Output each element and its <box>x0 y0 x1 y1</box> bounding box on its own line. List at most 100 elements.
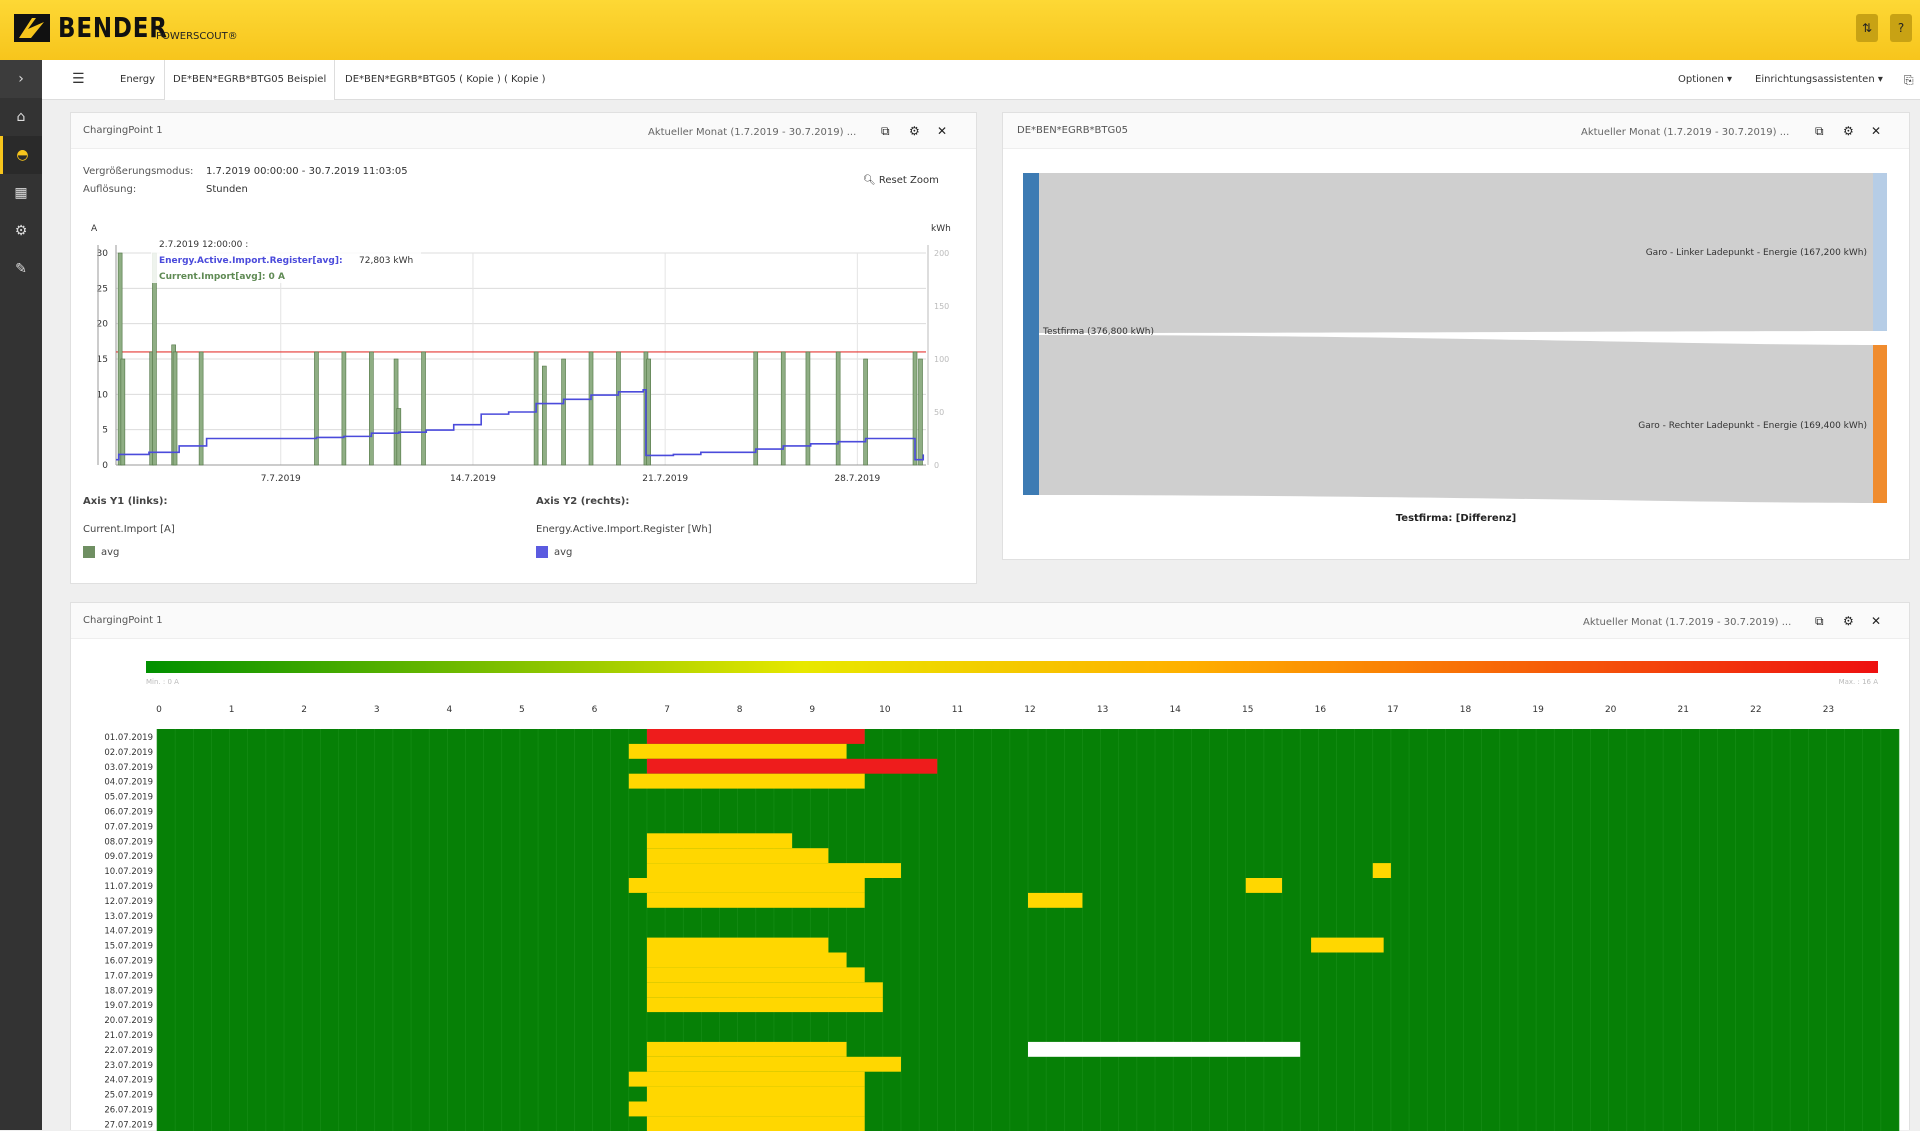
day-label: 02.07.2019 <box>104 748 153 758</box>
hour-label: 4 <box>446 705 452 715</box>
hour-label: 14 <box>1169 705 1181 715</box>
day-label: 04.07.2019 <box>104 778 153 788</box>
day-label: 13.07.2019 <box>104 912 153 922</box>
line-chart[interactable]: 0 5 10 15 20 25 30 0 50 100 150 200 A kWh 7.7.2019 14.7… <box>71 193 976 493</box>
heat-cell <box>628 743 847 759</box>
current-bar <box>863 358 868 466</box>
sidebar: › ⌂ ◓ ▦ ⚙ ✎ <box>0 60 42 1130</box>
current-bar <box>152 252 157 466</box>
heat-cell <box>646 729 865 744</box>
heat-cell <box>1311 937 1384 953</box>
x-tick-label: 21.7.2019 <box>642 474 688 484</box>
help-icon[interactable]: ? <box>1890 14 1912 42</box>
y1-unit-label: A <box>91 224 98 234</box>
sidebar-toggle-chevron-icon[interactable]: › <box>0 60 42 98</box>
hour-label: 3 <box>374 705 380 715</box>
brand-name: BENDER <box>58 11 168 44</box>
close-icon[interactable]: ✕ <box>1871 124 1882 138</box>
export-icon[interactable]: ⎘ <box>1904 73 1914 87</box>
legend-swatch-blue <box>536 546 548 558</box>
options-dropdown[interactable]: Optionen ▾ <box>1678 74 1733 85</box>
gear-icon[interactable]: ⚙ <box>909 124 920 138</box>
legend-energy-avg[interactable]: avg <box>536 546 572 558</box>
heat-cell <box>628 878 865 893</box>
x-tick-label: 14.7.2019 <box>450 474 496 484</box>
resolution-label: Auflösung: <box>83 184 137 195</box>
heat-cell <box>646 967 865 983</box>
current-bar <box>341 351 347 466</box>
axis-y2-title: Axis Y2 (rechts): <box>536 496 630 507</box>
day-label: 08.07.2019 <box>104 837 153 847</box>
tab-btg05-beispiel[interactable]: DE*BEN*EGRB*BTG05 Beispiel <box>164 60 336 100</box>
hour-label: 12 <box>1024 705 1035 715</box>
day-label: 01.07.2019 <box>104 733 153 743</box>
sidebar-dashboard-icon[interactable]: ◓ <box>0 136 42 174</box>
energy-step-line <box>116 388 925 461</box>
sidebar-settings-icon[interactable]: ⚙ <box>14 223 28 239</box>
sidebar-wrench-icon[interactable]: ✎ <box>15 261 27 277</box>
tab-btg05-kopie[interactable]: DE*BEN*EGRB*BTG05 ( Kopie ) ( Kopie ) <box>345 74 546 85</box>
day-label: 05.07.2019 <box>104 793 153 803</box>
gear-icon[interactable]: ⚙ <box>1843 614 1854 628</box>
heatmap-chart[interactable]: Min. : 0 A Max. : 16 A0 1 2 3 4 5 6 7 8 9 10 11 12 13 1… <box>71 639 1909 1131</box>
current-bar <box>805 351 811 466</box>
setup-assistants-dropdown[interactable]: Einrichtungsassistenten ▾ <box>1755 74 1883 85</box>
sankey-right-label: Garo - Rechter Ladepunkt - Energie (169,… <box>1638 421 1867 431</box>
legend-current-avg[interactable]: avg <box>83 546 119 558</box>
sankey-chart[interactable]: Testfirma (376,800 kWh) Garo - Linker Lad… <box>1003 149 1909 559</box>
day-label: 23.07.2019 <box>104 1061 153 1071</box>
copy-icon[interactable]: ⧉ <box>1815 124 1824 138</box>
reset-zoom-button[interactable]: 🔍︎ Reset Zoom <box>863 175 939 186</box>
copy-icon[interactable]: ⧉ <box>881 124 890 138</box>
y1-tick-label: 10 <box>97 390 109 400</box>
heat-cell <box>646 848 829 864</box>
gear-icon[interactable]: ⚙ <box>1843 124 1854 138</box>
hour-label: 21 <box>1678 705 1689 715</box>
current-bar <box>646 358 651 466</box>
tab-energy[interactable]: Energy <box>120 74 156 85</box>
hour-label: 2 <box>301 705 307 715</box>
y1-tick-label: 30 <box>97 249 109 259</box>
current-bar <box>918 358 923 466</box>
current-bar <box>753 351 759 466</box>
day-label: 20.07.2019 <box>104 1016 153 1026</box>
day-label: 16.07.2019 <box>104 957 153 967</box>
day-label: 14.07.2019 <box>104 927 153 937</box>
sidebar-calculator-icon[interactable]: ▦ <box>14 185 28 201</box>
tooltip-current: Current.Import[avg]: 0 A <box>159 272 285 282</box>
current-bar <box>561 358 566 466</box>
hour-label: 13 <box>1097 705 1108 715</box>
copy-icon[interactable]: ⧉ <box>1815 614 1824 628</box>
magnifier-icon: 🔍︎ <box>863 175 879 186</box>
time-range-selector[interactable]: Aktueller Monat (1.7.2019 - 30.7.2019) .… <box>1581 127 1790 138</box>
heat-cell <box>646 952 847 968</box>
heat-cell <box>646 982 883 998</box>
sankey-link-right <box>1039 335 1873 503</box>
heat-cell <box>646 892 865 908</box>
day-label: 19.07.2019 <box>104 1001 153 1011</box>
current-bar <box>421 351 426 466</box>
current-bar <box>912 351 918 466</box>
day-label: 10.07.2019 <box>104 867 153 877</box>
tab-bar: ☰ Energy DE*BEN*EGRB*BTG05 Beispiel DE*B… <box>42 60 1920 100</box>
y1-tick-label: 15 <box>97 355 108 365</box>
time-range-selector[interactable]: Aktueller Monat (1.7.2019 - 30.7.2019) .… <box>648 127 857 138</box>
sidebar-home-icon[interactable]: ⌂ <box>16 109 26 125</box>
sankey-difference-label: Testfirma: [Differenz] <box>1396 513 1516 524</box>
y2-tick-label: 200 <box>934 249 949 258</box>
heat-cell <box>1028 892 1083 908</box>
hamburger-menu-icon[interactable]: ☰ <box>72 71 85 87</box>
hour-label: 19 <box>1532 705 1544 715</box>
user-menu-icon[interactable]: ⇅ <box>1856 14 1878 42</box>
day-label: 07.07.2019 <box>104 822 153 832</box>
sankey-node-right <box>1873 345 1887 503</box>
current-bar <box>396 408 402 466</box>
y2-unit-label: kWh <box>931 224 951 234</box>
time-range-selector[interactable]: Aktueller Monat (1.7.2019 - 30.7.2019) .… <box>1583 617 1792 628</box>
x-tick-label: 7.7.2019 <box>261 474 301 484</box>
axis-y2-series: Energy.Active.Import.Register [Wh] <box>536 524 712 535</box>
close-icon[interactable]: ✕ <box>937 124 948 138</box>
day-label: 21.07.2019 <box>104 1031 153 1041</box>
close-icon[interactable]: ✕ <box>1871 614 1882 628</box>
panel-header: ChargingPoint 1 Aktueller Monat (1.7.201… <box>71 603 1909 639</box>
